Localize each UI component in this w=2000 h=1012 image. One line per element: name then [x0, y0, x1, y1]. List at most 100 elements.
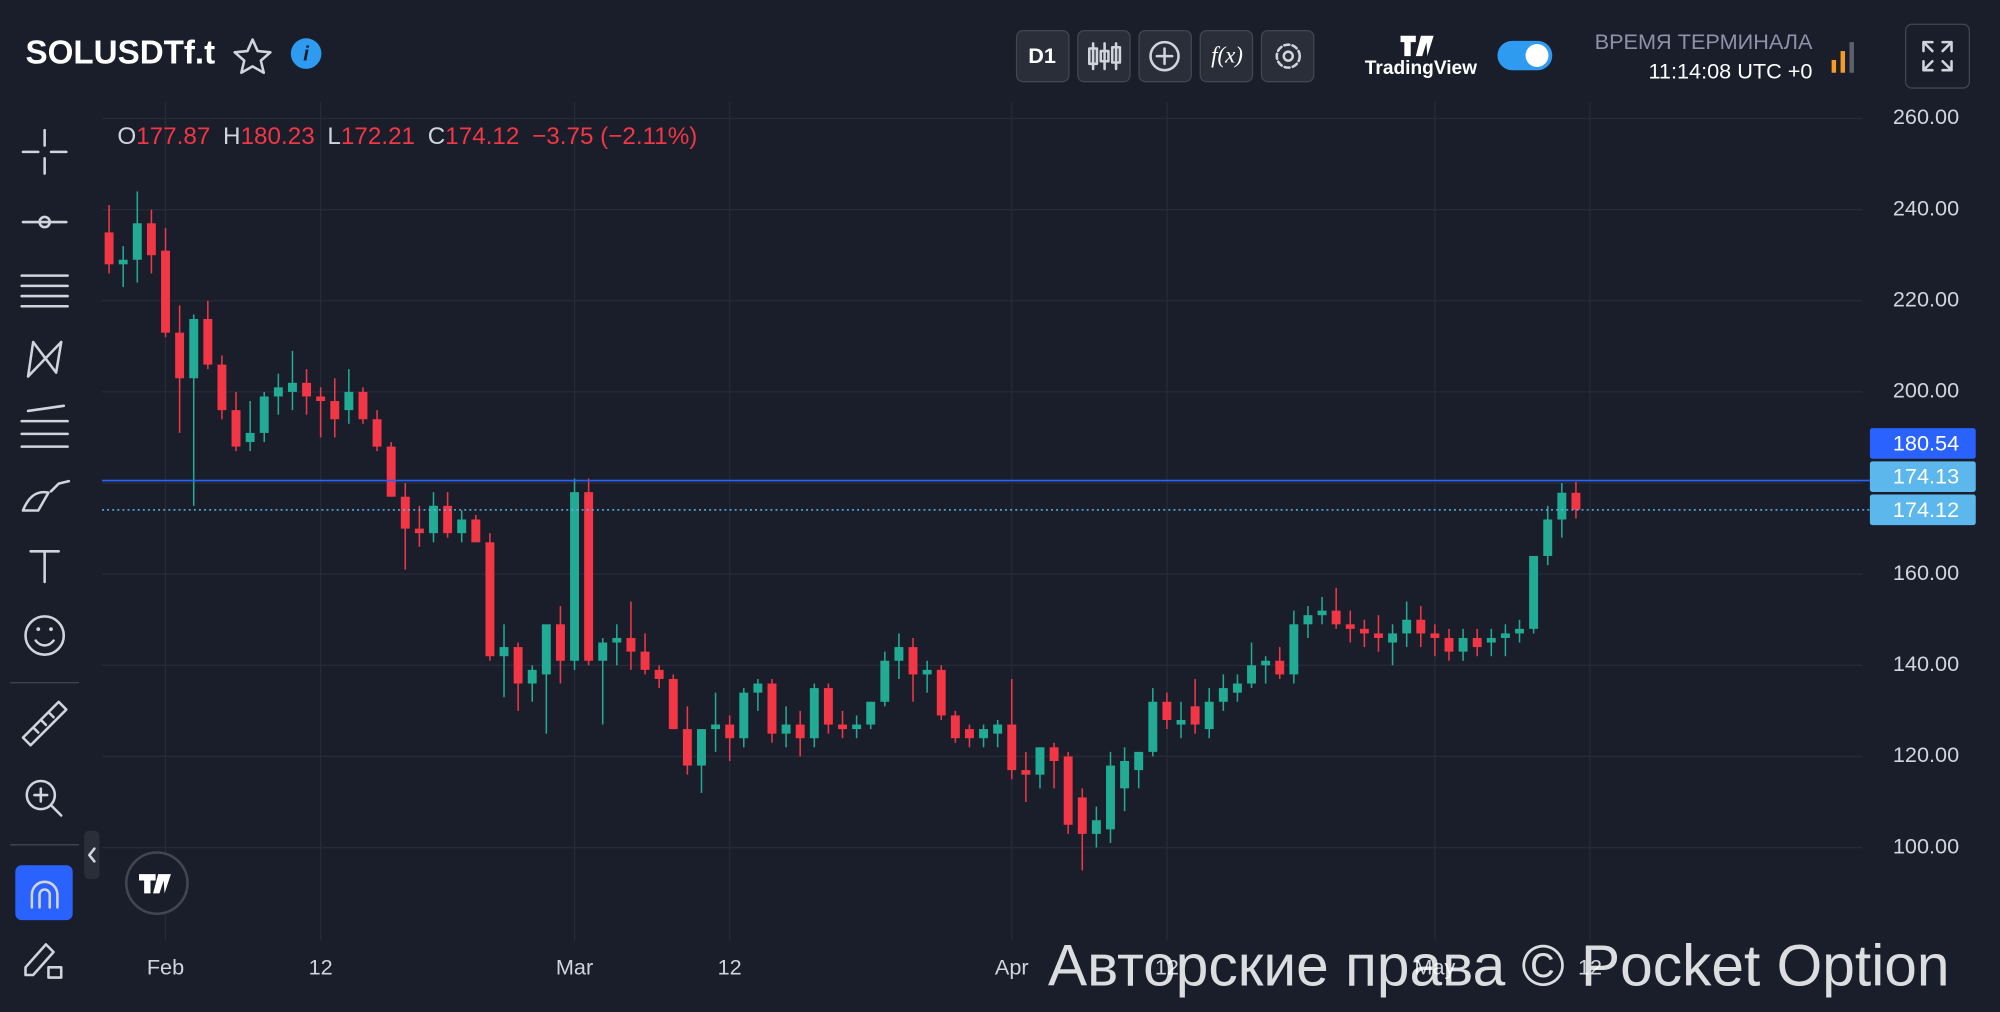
fib-tool[interactable]: [20, 274, 69, 308]
timeframe-button[interactable]: [1015, 29, 1070, 83]
y-tick-label: 200.00: [1893, 378, 1959, 403]
y-tick-label: 240.00: [1893, 195, 1959, 220]
pattern-tool[interactable]: [26, 340, 63, 378]
candle-body: [485, 542, 495, 657]
candle-body: [344, 391, 354, 411]
y-tick-label: 140.00: [1893, 651, 1959, 676]
candle-body: [118, 259, 128, 265]
x-tick-label: Mar: [556, 954, 593, 979]
emoji-smile: [34, 639, 55, 647]
candle-body: [429, 505, 438, 534]
candle-body: [330, 401, 340, 420]
candle-body: [1303, 615, 1313, 625]
y-tick-label: 160.00: [1893, 560, 1959, 585]
candle-body: [499, 647, 509, 657]
legend-h-label: H: [223, 123, 241, 150]
candle-body: [1232, 683, 1242, 693]
line-tool-dot: [38, 215, 52, 229]
candle-body: [612, 637, 622, 643]
favorite-star[interactable]: [233, 38, 272, 75]
candle-body: [795, 724, 805, 739]
candle-body: [302, 382, 312, 397]
candle-body: [245, 432, 255, 443]
candle-body: [1275, 660, 1285, 675]
candle-body: [823, 688, 833, 725]
magnet-tool[interactable]: [15, 865, 73, 921]
candle-body: [203, 318, 213, 365]
candle-body: [1261, 660, 1271, 666]
candle-body: [471, 519, 481, 543]
legend-open: 177.87: [136, 123, 210, 150]
candle-body: [457, 519, 467, 534]
text-tool[interactable]: [29, 550, 60, 584]
ruler-tool[interactable]: [21, 700, 68, 747]
functions-button[interactable]: [1199, 29, 1254, 83]
candle-body: [1021, 770, 1031, 775]
legend-o-label: O: [117, 123, 136, 150]
plus-icon: [1149, 40, 1180, 72]
candle-body: [1557, 492, 1567, 520]
candle-body: [964, 729, 974, 739]
symbol[interactable]: SOLUSDTf.t: [26, 35, 216, 72]
candle-body: [1007, 724, 1017, 771]
price-tag-label: 174.13: [1893, 464, 1959, 489]
candle-body: [555, 624, 565, 661]
x-tick-label: 12: [1155, 954, 1179, 979]
candle-body: [781, 724, 791, 734]
brush-tool[interactable]: [21, 479, 71, 512]
candle-body: [1063, 756, 1073, 825]
candle-body: [1444, 637, 1454, 652]
candle-body: [584, 492, 594, 661]
candle-body: [104, 232, 114, 265]
terminal-time: 11:14:08 UTC +0: [1648, 58, 1812, 83]
left-toolbar: [10, 128, 100, 979]
timeframe: D1: [1028, 43, 1056, 68]
candle-body: [1430, 633, 1440, 638]
legend-l-label: L: [327, 123, 340, 150]
candle-body: [1458, 637, 1468, 652]
plot: 100.00120.00140.00160.00180.00200.00220.…: [102, 102, 1959, 979]
y-tick-label: 220.00: [1893, 286, 1959, 311]
candle-body: [1134, 751, 1144, 771]
candle-body: [1106, 765, 1115, 830]
legend-c-label: C: [428, 123, 446, 150]
settings-button[interactable]: [1260, 29, 1315, 83]
candle-body: [1176, 719, 1186, 725]
candle-body: [598, 642, 608, 661]
y-tick-label: 120.00: [1893, 742, 1959, 767]
emoji-tool[interactable]: [24, 615, 66, 656]
y-tick-label: 100.00: [1893, 833, 1959, 858]
price-tag: [1869, 461, 1976, 492]
ohlc-legend: O177.87 H180.23 L172.21 C174.12 −3.75 (−2.11…: [117, 123, 697, 150]
info-button[interactable]: [290, 38, 322, 69]
candle-body: [866, 701, 876, 725]
candle-body: [979, 729, 989, 739]
candle-body: [1388, 633, 1398, 643]
emoji-eye: [49, 627, 53, 632]
emoji-eye: [36, 627, 41, 632]
candle-body: [1204, 701, 1214, 730]
candle-body: [993, 724, 1003, 734]
candle-body: [1472, 637, 1482, 648]
candle-body: [541, 624, 551, 675]
zoom-tool[interactable]: [25, 779, 57, 811]
candle-body: [1345, 624, 1355, 629]
collapse-button[interactable]: [84, 830, 100, 880]
lock-tool[interactable]: [24, 943, 63, 979]
candle-body: [217, 364, 227, 411]
candle-body: [1218, 688, 1228, 702]
candle-body: [711, 724, 721, 730]
legend-high: 180.23: [241, 123, 315, 150]
fullscreen-button[interactable]: [1904, 23, 1971, 89]
candle-body: [1529, 555, 1539, 629]
forecast-tool[interactable]: [20, 404, 69, 448]
candle-body: [838, 724, 847, 730]
signal-bar: [1840, 51, 1846, 73]
crosshair-tool[interactable]: [21, 128, 68, 175]
candle-body: [809, 688, 819, 739]
candle-body: [386, 446, 396, 497]
signal-bar: [1831, 59, 1837, 73]
